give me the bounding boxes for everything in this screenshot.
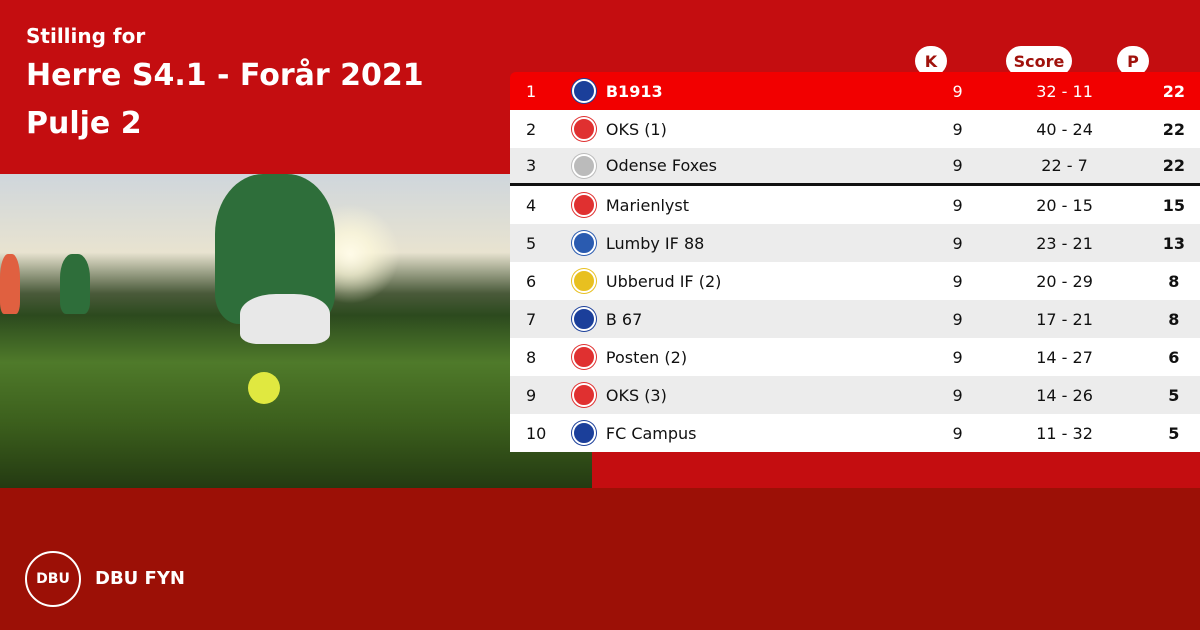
team-crest-icon — [572, 153, 597, 178]
team-name: FC Campus — [605, 423, 697, 443]
team-logo — [563, 269, 606, 293]
points: 15 — [1162, 195, 1185, 215]
matches-played: 9 — [952, 119, 963, 139]
matches-played: 9 — [952, 195, 963, 215]
ball — [248, 372, 280, 404]
matches-played: 9 — [952, 271, 963, 291]
standings-table: 1 B1913 9 32 - 11 22 2 OKS (1) 9 40 - 24 … — [510, 72, 1200, 452]
team-crest-icon — [572, 79, 597, 103]
goal-score: 17 - 21 — [1036, 309, 1093, 329]
table-row: 5 Lumby IF 88 9 23 - 21 13 — [510, 224, 1200, 262]
table-row: 4 Marienlyst 9 20 - 15 15 — [510, 186, 1200, 224]
player-shorts — [240, 294, 330, 344]
matches-played: 9 — [952, 385, 963, 405]
team-crest-icon — [572, 269, 597, 293]
goal-score: 14 - 27 — [1036, 347, 1093, 367]
dbu-logo: DBU — [25, 551, 81, 607]
goal-score: 14 - 26 — [1036, 385, 1093, 405]
team-name: Lumby IF 88 — [605, 233, 705, 253]
team-crest-icon — [572, 307, 597, 331]
table-row: 1 B1913 9 32 - 11 22 — [510, 72, 1200, 110]
pool-title: Pulje 2 — [26, 106, 142, 141]
table-row: 8 Posten (2) 9 14 - 27 6 — [510, 338, 1200, 376]
team-logo — [563, 383, 606, 407]
team-logo — [563, 231, 606, 255]
position: 1 — [526, 81, 537, 101]
team-crest-icon — [572, 383, 597, 407]
points: 6 — [1168, 347, 1180, 367]
position: 3 — [526, 156, 537, 175]
points: 8 — [1168, 309, 1180, 329]
player-figure — [60, 254, 90, 314]
goal-score: 11 - 32 — [1036, 423, 1093, 443]
col-header-k: K — [915, 46, 947, 76]
football-photo — [0, 174, 592, 488]
team-name: OKS (1) — [605, 119, 667, 139]
points: 5 — [1168, 423, 1180, 443]
points: 8 — [1168, 271, 1180, 291]
team-logo — [563, 193, 606, 217]
team-crest-icon — [572, 193, 597, 217]
team-name: Ubberud IF (2) — [605, 271, 722, 291]
goal-score: 20 - 29 — [1036, 271, 1093, 291]
points: 22 — [1162, 81, 1185, 101]
table-row: 7 B 67 9 17 - 21 8 — [510, 300, 1200, 338]
table-row: 2 OKS (1) 9 40 - 24 22 — [510, 110, 1200, 148]
position: 2 — [526, 119, 537, 139]
matches-played: 9 — [952, 233, 963, 253]
position: 7 — [526, 309, 537, 329]
team-name: B1913 — [605, 81, 663, 101]
table-row: 10 FC Campus 9 11 - 32 5 — [510, 414, 1200, 452]
goal-score: 22 - 7 — [1041, 156, 1088, 175]
table-row: 3 Odense Foxes 9 22 - 7 22 — [510, 148, 1200, 186]
points: 13 — [1162, 233, 1185, 253]
matches-played: 9 — [952, 347, 963, 367]
brand-name: DBU FYN — [95, 568, 185, 589]
matches-played: 9 — [952, 309, 963, 329]
position: 6 — [526, 271, 537, 291]
table-row: 6 Ubberud IF (2) 9 20 - 29 8 — [510, 262, 1200, 300]
team-logo — [563, 117, 606, 141]
position: 4 — [526, 195, 537, 215]
team-logo — [563, 307, 606, 331]
matches-played: 9 — [952, 423, 963, 443]
player-figure — [0, 254, 20, 314]
team-name: Posten (2) — [605, 347, 688, 367]
table-row: 9 OKS (3) 9 14 - 26 5 — [510, 376, 1200, 414]
points: 22 — [1162, 119, 1185, 139]
team-logo — [563, 153, 606, 178]
points: 5 — [1168, 385, 1180, 405]
goal-score: 23 - 21 — [1036, 233, 1093, 253]
col-header-score: Score — [1006, 46, 1072, 76]
goal-score: 32 - 11 — [1036, 81, 1093, 101]
goal-score: 40 - 24 — [1036, 119, 1093, 139]
team-logo — [563, 79, 606, 103]
team-crest-icon — [572, 345, 597, 369]
team-crest-icon — [572, 421, 597, 445]
team-name: Odense Foxes — [605, 156, 717, 175]
page-title: Herre S4.1 - Forår 2021 — [26, 58, 424, 93]
team-name: Marienlyst — [605, 195, 689, 215]
position: 10 — [526, 423, 547, 443]
team-name: OKS (3) — [605, 385, 667, 405]
team-crest-icon — [572, 231, 597, 255]
team-logo — [563, 345, 606, 369]
team-logo — [563, 421, 606, 445]
points: 22 — [1162, 156, 1185, 175]
matches-played: 9 — [952, 81, 963, 101]
logo-text: DBU — [36, 571, 70, 587]
position: 9 — [526, 385, 537, 405]
position: 8 — [526, 347, 537, 367]
goal-score: 20 - 15 — [1036, 195, 1093, 215]
subtitle: Stilling for — [26, 24, 146, 48]
matches-played: 9 — [952, 156, 963, 175]
team-crest-icon — [572, 117, 597, 141]
col-header-p: P — [1117, 46, 1149, 76]
team-name: B 67 — [605, 309, 643, 329]
position: 5 — [526, 233, 537, 253]
